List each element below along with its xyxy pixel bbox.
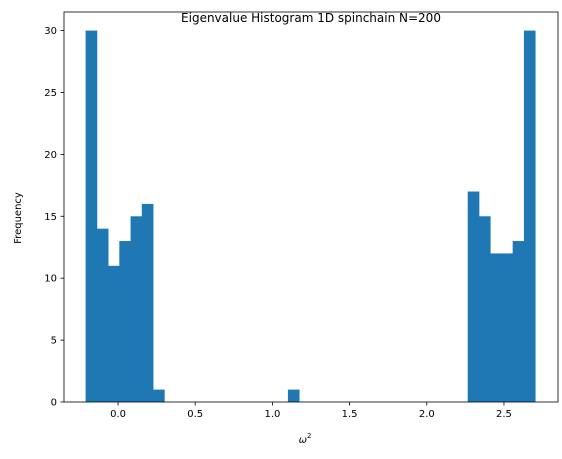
x-axis-label: ω2 <box>299 432 312 446</box>
x-tick-label: 1.0 <box>264 409 280 420</box>
histogram-bar <box>287 389 300 402</box>
bars-group <box>85 30 536 402</box>
histogram-bar <box>85 30 98 402</box>
histogram-bar <box>512 241 525 402</box>
histogram-bar <box>141 203 154 402</box>
y-tick-label: 5 <box>51 336 57 347</box>
y-axis-label: Frequency <box>13 192 24 244</box>
y-tick-label: 25 <box>44 88 57 99</box>
y-axis-ticks: 0 5 10 15 20 25 30 <box>44 26 64 409</box>
y-tick-label: 30 <box>44 26 57 37</box>
histogram-bar <box>96 228 109 402</box>
x-axis-label-superscript: 2 <box>307 432 311 440</box>
x-tick-label: 0.5 <box>187 409 203 420</box>
x-tick-label: 0.0 <box>110 409 126 420</box>
histogram-bar <box>467 191 480 402</box>
chart-title: Eigenvalue Histogram 1D spinchain N=200 <box>181 11 441 25</box>
y-tick-label: 20 <box>44 150 57 161</box>
histogram-bar <box>478 216 491 402</box>
plot-frame <box>63 11 559 403</box>
y-tick-label: 0 <box>51 398 57 409</box>
histogram-bar <box>119 241 131 402</box>
y-tick-label: 10 <box>44 274 57 285</box>
histogram-bar <box>490 253 502 402</box>
histogram-bar <box>501 253 514 402</box>
x-tick-label: 2.5 <box>496 409 512 420</box>
histogram-bar <box>108 265 120 402</box>
histogram-bar <box>130 216 143 402</box>
x-tick-label: 2.0 <box>419 409 435 420</box>
x-axis-ticks: 0.0 0.5 1.0 1.5 2.0 2.5 <box>110 402 512 420</box>
histogram-bar <box>153 389 165 402</box>
x-tick-label: 1.5 <box>342 409 358 420</box>
y-tick-label: 15 <box>44 212 57 223</box>
histogram-bar <box>523 30 536 402</box>
